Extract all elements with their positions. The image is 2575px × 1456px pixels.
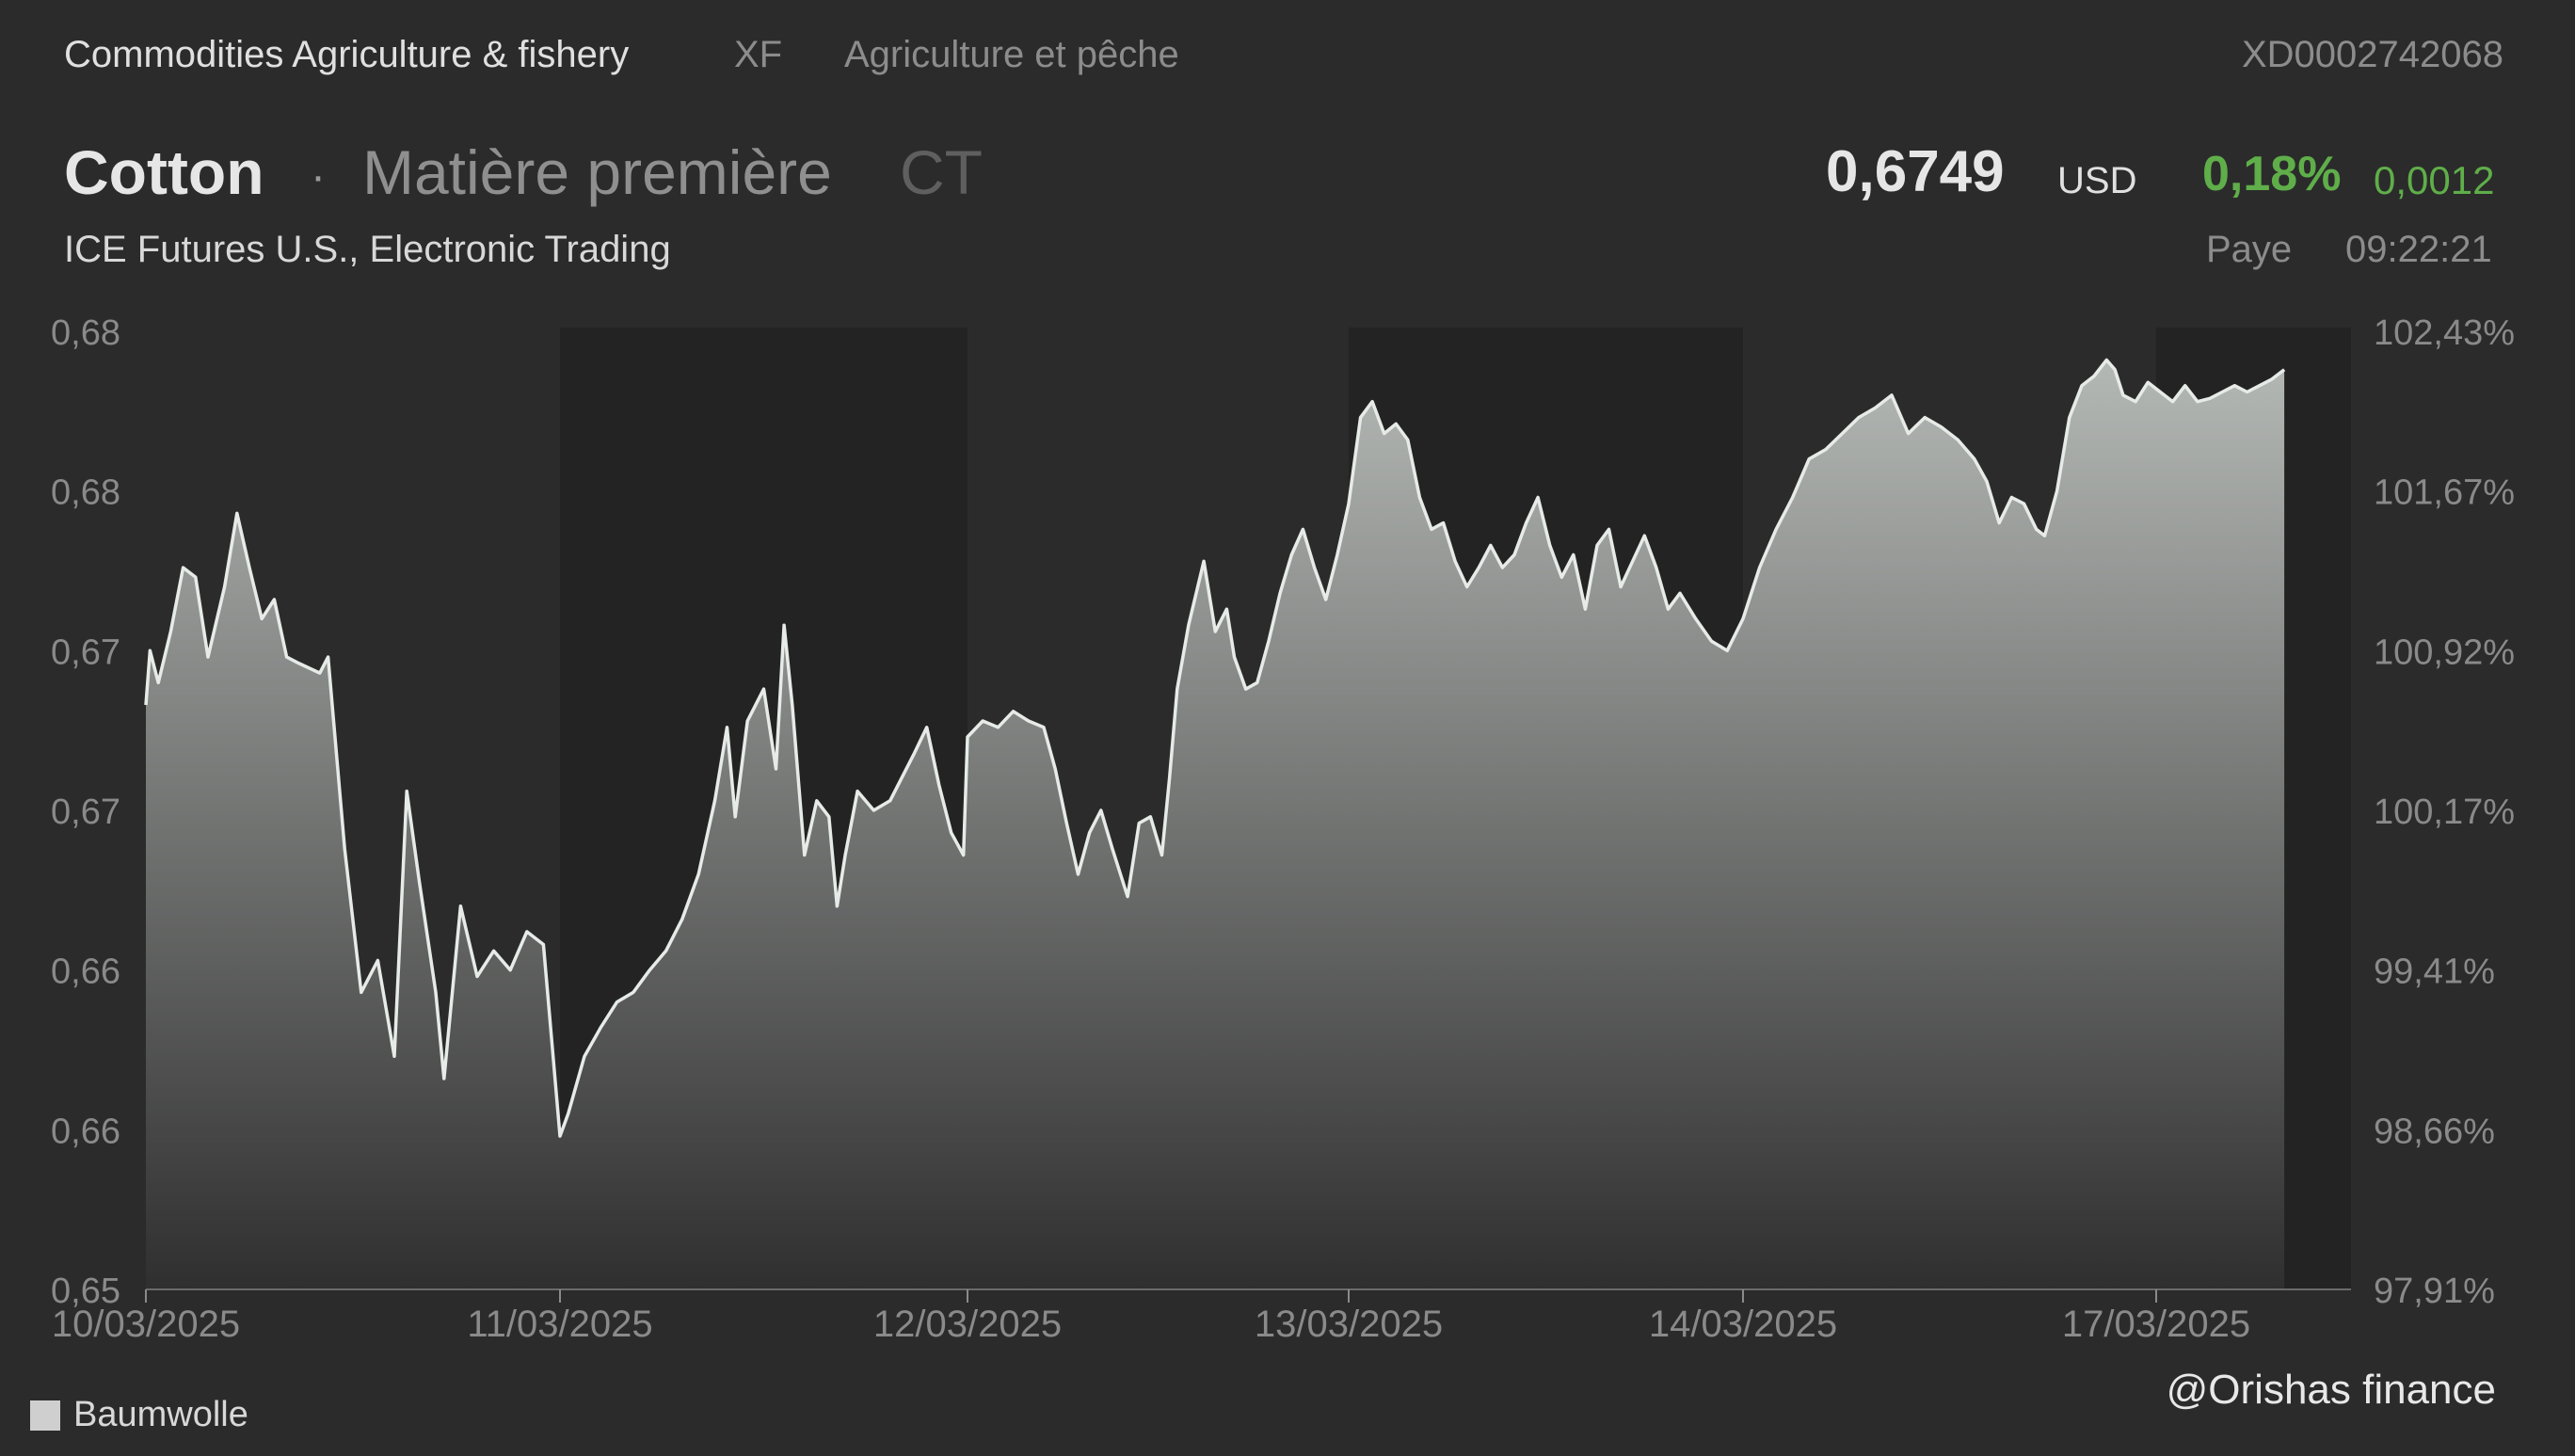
y-right-tick-label: 102,43% (2374, 313, 2515, 353)
area-layer (144, 358, 2286, 1289)
y-left-tick-label: 0,66 (51, 952, 120, 992)
y-left-tick-label: 0,66 (51, 1112, 120, 1151)
legend-label: Baumwolle (73, 1395, 248, 1434)
axes: 0,68 102,43% 0,68 101,67% 0,67 100,92% 0,67 100… (51, 313, 2515, 1345)
instrument-type: Matière première (362, 137, 832, 207)
exchange-name: ICE Futures U.S., Electronic Trading (64, 229, 671, 270)
y-left-tick-label: 0,68 (51, 473, 120, 513)
instrument-ticker: CT (900, 137, 983, 207)
title-separator: · (311, 152, 326, 201)
x-tick-label: 12/03/2025 (873, 1304, 1062, 1345)
y-right-tick-label: 100,17% (2374, 792, 2515, 832)
legend: Baumwolle (30, 1395, 248, 1435)
x-tick-label: 14/03/2025 (1649, 1304, 1837, 1345)
x-tick-label: 10/03/2025 (52, 1304, 240, 1345)
x-tick-label: 11/03/2025 (467, 1304, 652, 1345)
change-percent: 0,18% (2202, 147, 2342, 201)
y-right-tick-label: 101,67% (2374, 473, 2515, 513)
last-price: 0,6749 (1826, 139, 2005, 204)
x-tick-label: 17/03/2025 (2062, 1304, 2250, 1345)
category-code: XF (734, 34, 783, 75)
isin-label: XD0002742068 (2241, 34, 2503, 75)
y-right-tick-label: 99,41% (2374, 952, 2495, 992)
category-label: Commodities Agriculture & fishery (64, 34, 630, 75)
category-label-fr: Agriculture et pêche (844, 34, 1179, 75)
country-label: Paye (2206, 229, 2293, 270)
y-right-tick-label: 100,92% (2374, 632, 2515, 672)
y-left-tick-label: 0,65 (51, 1272, 120, 1311)
y-left-tick-label: 0,68 (51, 313, 120, 353)
y-left-tick-label: 0,67 (51, 632, 120, 672)
series-area (146, 360, 2285, 1289)
price-currency: USD (2057, 160, 2137, 201)
y-right-tick-label: 98,66% (2374, 1112, 2495, 1151)
x-tick-label: 13/03/2025 (1255, 1304, 1443, 1345)
watermark: @Orishas finance (2166, 1367, 2496, 1413)
quote-time: 09:22:21 (2345, 229, 2492, 270)
legend-swatch (30, 1400, 60, 1431)
instrument-name: Cotton (64, 137, 264, 207)
y-right-tick-label: 97,91% (2374, 1272, 2495, 1311)
change-absolute: 0,0012 (2374, 158, 2495, 202)
y-left-tick-label: 0,67 (51, 792, 120, 832)
